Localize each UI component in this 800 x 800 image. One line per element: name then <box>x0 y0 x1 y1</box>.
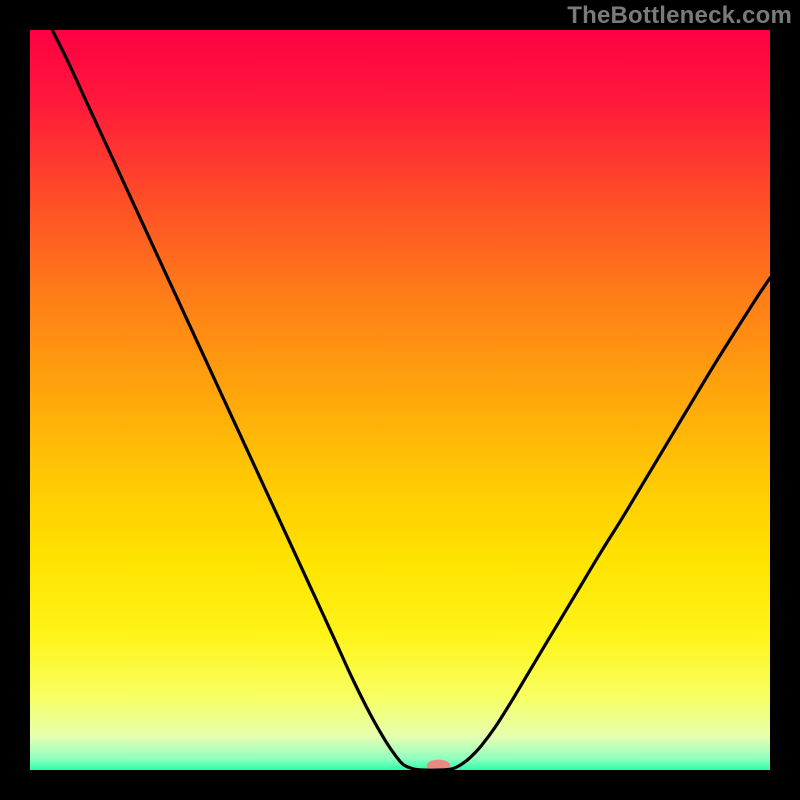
bottleneck-chart <box>0 0 800 800</box>
watermark-text: TheBottleneck.com <box>567 2 792 30</box>
plot-background <box>30 30 770 770</box>
chart-frame: TheBottleneck.com <box>0 0 800 800</box>
